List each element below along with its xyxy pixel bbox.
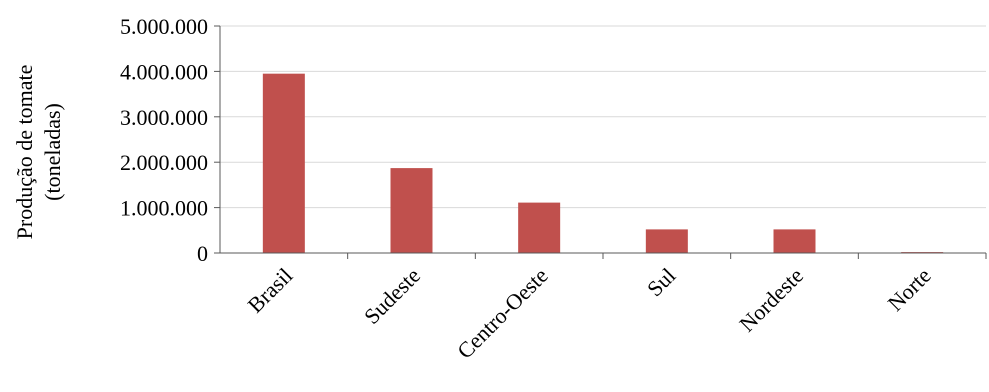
y-axis-title: Produção de tomate (toneladas)	[12, 65, 65, 240]
y-tick-labels: 0 1.000.000 2.000.000 3.000.000 4.000.000 5.0…	[120, 14, 220, 266]
axes	[219, 26, 986, 254]
bar-nordeste	[773, 229, 816, 253]
bars	[262, 73, 944, 254]
y-tick-label: 4.000.000	[120, 59, 208, 84]
x-tick-label: Brasil	[243, 263, 298, 318]
bar-centro-oeste	[518, 202, 561, 253]
x-tick-label: Norte	[883, 263, 936, 316]
bar-sul	[645, 229, 688, 253]
bar-sudeste	[390, 168, 433, 253]
x-tick-label: Sudeste	[359, 263, 425, 329]
x-tick-label: Nordeste	[734, 263, 808, 337]
y-tick-label: 1.000.000	[120, 196, 208, 221]
x-tick-label: Centro-Oeste	[452, 263, 553, 364]
y-tick-label: 5.000.000	[120, 14, 208, 39]
x-tick-labels: Brasil Sudeste Centro-Oeste Sul Nordeste Nort…	[243, 253, 987, 364]
y-tick-label: 0	[197, 241, 208, 266]
y-axis-title-line-1: Produção de tomate	[12, 65, 37, 240]
gridlines	[220, 25, 986, 209]
bar-brasil	[262, 73, 305, 253]
y-tick-label: 2.000.000	[120, 150, 208, 175]
y-axis-title-line-2: (toneladas)	[40, 103, 65, 201]
y-tick-label: 3.000.000	[120, 105, 208, 130]
x-tick-label: Sul	[642, 263, 680, 301]
